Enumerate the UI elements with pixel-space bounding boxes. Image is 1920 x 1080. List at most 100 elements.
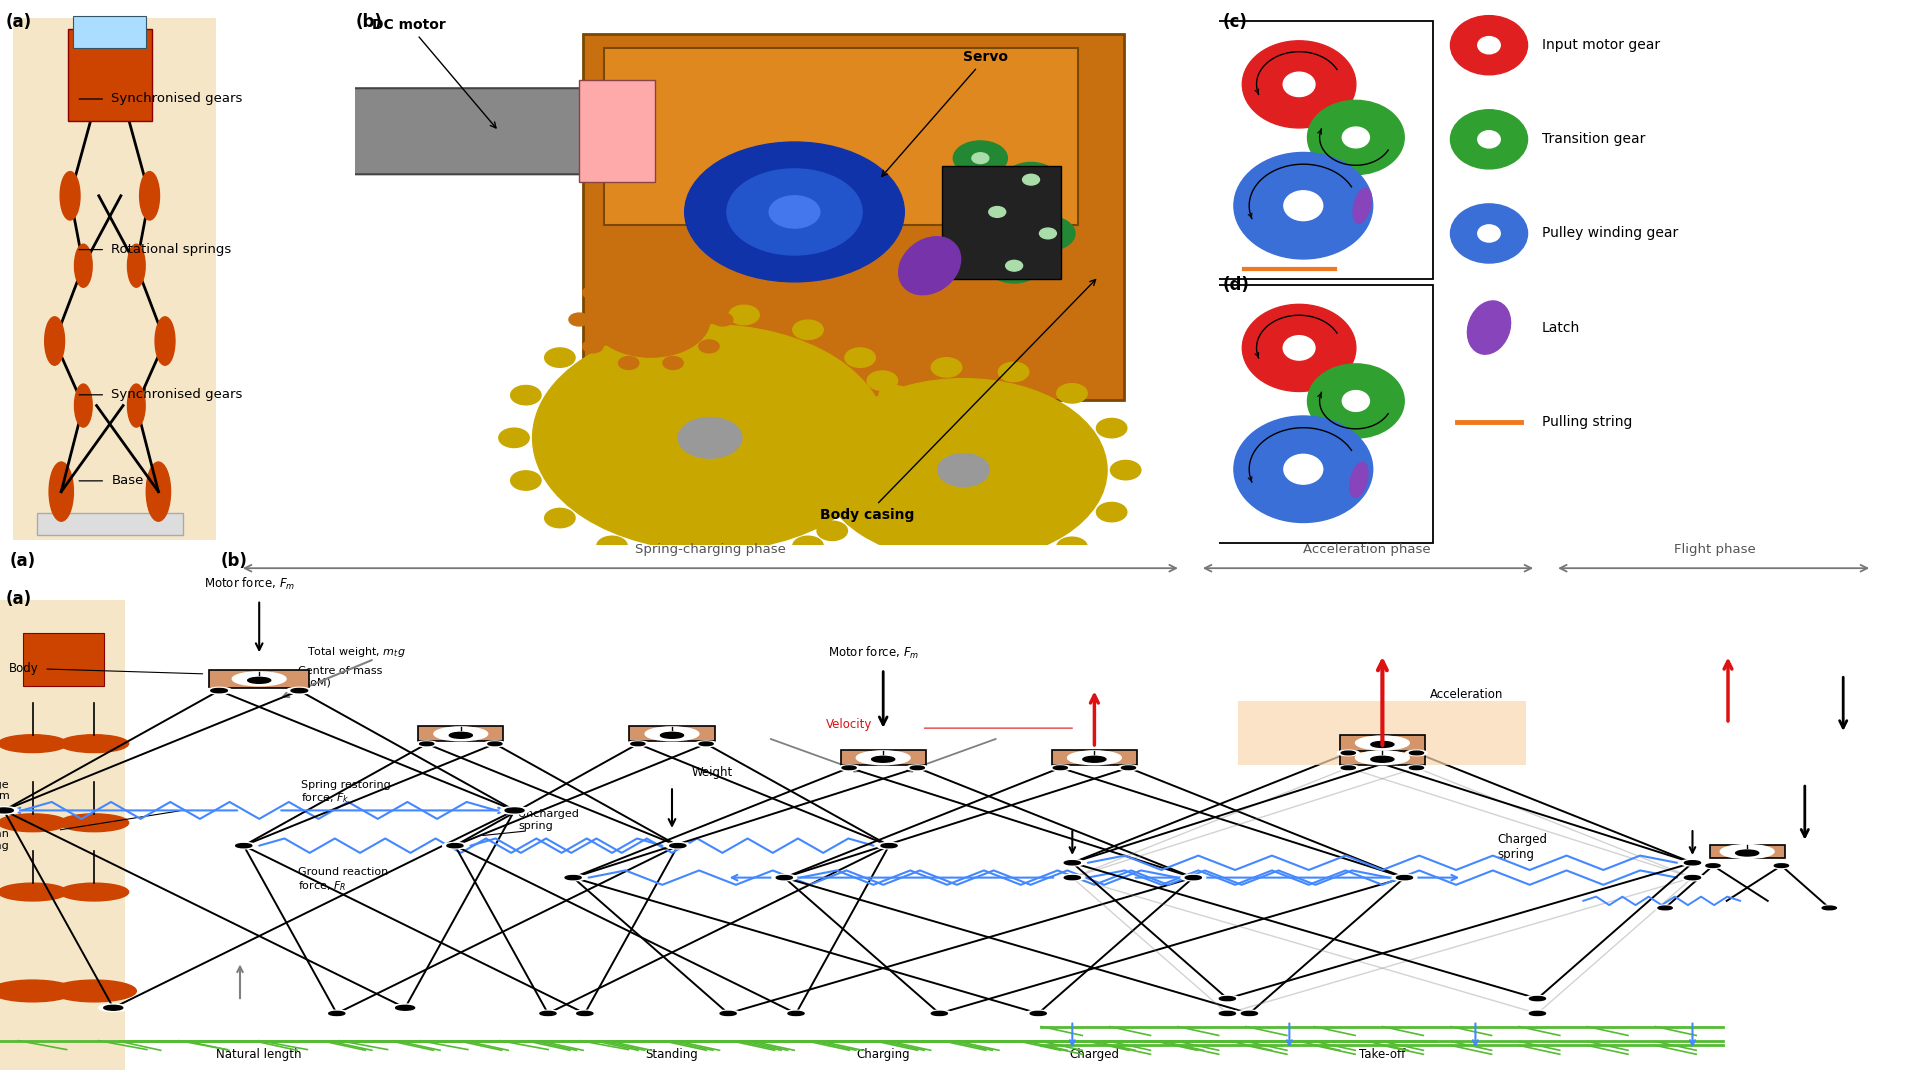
- Circle shape: [998, 558, 1029, 578]
- Circle shape: [699, 340, 720, 353]
- Circle shape: [789, 438, 820, 458]
- Text: Spring-charging phase: Spring-charging phase: [636, 543, 785, 556]
- Circle shape: [60, 883, 129, 901]
- Circle shape: [685, 141, 904, 282]
- Circle shape: [839, 765, 860, 770]
- Circle shape: [564, 876, 582, 880]
- Ellipse shape: [1467, 301, 1511, 354]
- Circle shape: [1064, 861, 1081, 865]
- Circle shape: [1396, 876, 1413, 880]
- FancyBboxPatch shape: [1215, 284, 1432, 543]
- Circle shape: [1356, 751, 1409, 765]
- Circle shape: [678, 418, 741, 458]
- Circle shape: [881, 843, 897, 848]
- Circle shape: [954, 141, 1008, 175]
- Circle shape: [820, 379, 1108, 562]
- Circle shape: [488, 742, 501, 745]
- Text: Flight phase: Flight phase: [1674, 543, 1755, 556]
- Text: Servo: Servo: [881, 51, 1008, 176]
- FancyBboxPatch shape: [580, 80, 655, 183]
- Circle shape: [1056, 383, 1087, 403]
- Circle shape: [536, 1010, 561, 1016]
- Text: Base: Base: [111, 474, 144, 487]
- Circle shape: [1236, 1010, 1261, 1016]
- Circle shape: [1054, 766, 1068, 770]
- Circle shape: [140, 172, 159, 220]
- Circle shape: [789, 482, 820, 501]
- Circle shape: [1110, 460, 1140, 480]
- Circle shape: [730, 551, 758, 570]
- Circle shape: [0, 808, 13, 813]
- Circle shape: [845, 509, 876, 528]
- Circle shape: [645, 727, 699, 741]
- FancyBboxPatch shape: [13, 18, 215, 540]
- Circle shape: [1770, 863, 1793, 868]
- FancyBboxPatch shape: [630, 726, 714, 741]
- Circle shape: [1405, 751, 1427, 756]
- Circle shape: [1242, 305, 1356, 391]
- Circle shape: [1736, 850, 1759, 856]
- Text: Pulling string: Pulling string: [1542, 415, 1632, 429]
- Circle shape: [156, 316, 175, 365]
- Circle shape: [1219, 1011, 1235, 1015]
- Text: Pulley winding gear: Pulley winding gear: [1542, 227, 1678, 241]
- Circle shape: [989, 206, 1006, 217]
- Circle shape: [1478, 225, 1500, 242]
- Circle shape: [499, 428, 530, 447]
- Circle shape: [787, 1011, 804, 1015]
- Circle shape: [0, 883, 67, 901]
- Circle shape: [447, 843, 463, 848]
- FancyBboxPatch shape: [584, 35, 1123, 401]
- Text: (c): (c): [1223, 13, 1248, 31]
- Text: Linkage
mechanism: Linkage mechanism: [0, 780, 10, 801]
- Circle shape: [931, 1011, 947, 1015]
- Circle shape: [970, 194, 1023, 229]
- FancyBboxPatch shape: [73, 15, 146, 48]
- Circle shape: [1680, 860, 1705, 866]
- Circle shape: [1405, 765, 1427, 770]
- Circle shape: [987, 248, 1041, 283]
- Circle shape: [783, 1010, 808, 1016]
- Circle shape: [660, 551, 691, 570]
- Text: Ground reaction
force, $F_R$: Ground reaction force, $F_R$: [298, 867, 388, 892]
- FancyBboxPatch shape: [1238, 701, 1526, 766]
- Circle shape: [1096, 502, 1127, 522]
- Circle shape: [1215, 1010, 1240, 1016]
- FancyBboxPatch shape: [841, 751, 925, 766]
- Circle shape: [205, 687, 232, 693]
- Text: Charged: Charged: [1069, 1048, 1119, 1061]
- Circle shape: [1060, 860, 1085, 866]
- Circle shape: [44, 316, 65, 365]
- Circle shape: [1185, 876, 1202, 880]
- Circle shape: [931, 563, 962, 582]
- Circle shape: [1680, 875, 1705, 881]
- Circle shape: [417, 741, 438, 746]
- Circle shape: [868, 550, 897, 569]
- Circle shape: [1006, 260, 1023, 271]
- Circle shape: [1064, 876, 1081, 880]
- Circle shape: [662, 270, 684, 283]
- Circle shape: [292, 688, 307, 692]
- Text: Total weight, $m_tg$: Total weight, $m_tg$: [307, 645, 405, 659]
- Circle shape: [60, 814, 129, 832]
- Circle shape: [728, 168, 862, 255]
- FancyBboxPatch shape: [209, 670, 309, 688]
- Circle shape: [1705, 864, 1720, 867]
- Circle shape: [1219, 997, 1235, 1001]
- FancyBboxPatch shape: [348, 89, 643, 174]
- Circle shape: [50, 462, 73, 522]
- Ellipse shape: [899, 237, 960, 295]
- Circle shape: [845, 348, 876, 367]
- Circle shape: [818, 522, 847, 540]
- Circle shape: [60, 734, 129, 753]
- Circle shape: [0, 807, 19, 814]
- Circle shape: [879, 471, 910, 490]
- Text: Synchronised gears: Synchronised gears: [111, 93, 242, 106]
- Circle shape: [211, 688, 227, 692]
- Text: (a): (a): [10, 552, 36, 570]
- Circle shape: [597, 536, 628, 555]
- Circle shape: [793, 320, 824, 339]
- Circle shape: [1242, 41, 1356, 127]
- FancyBboxPatch shape: [1052, 751, 1137, 766]
- Circle shape: [98, 1004, 129, 1012]
